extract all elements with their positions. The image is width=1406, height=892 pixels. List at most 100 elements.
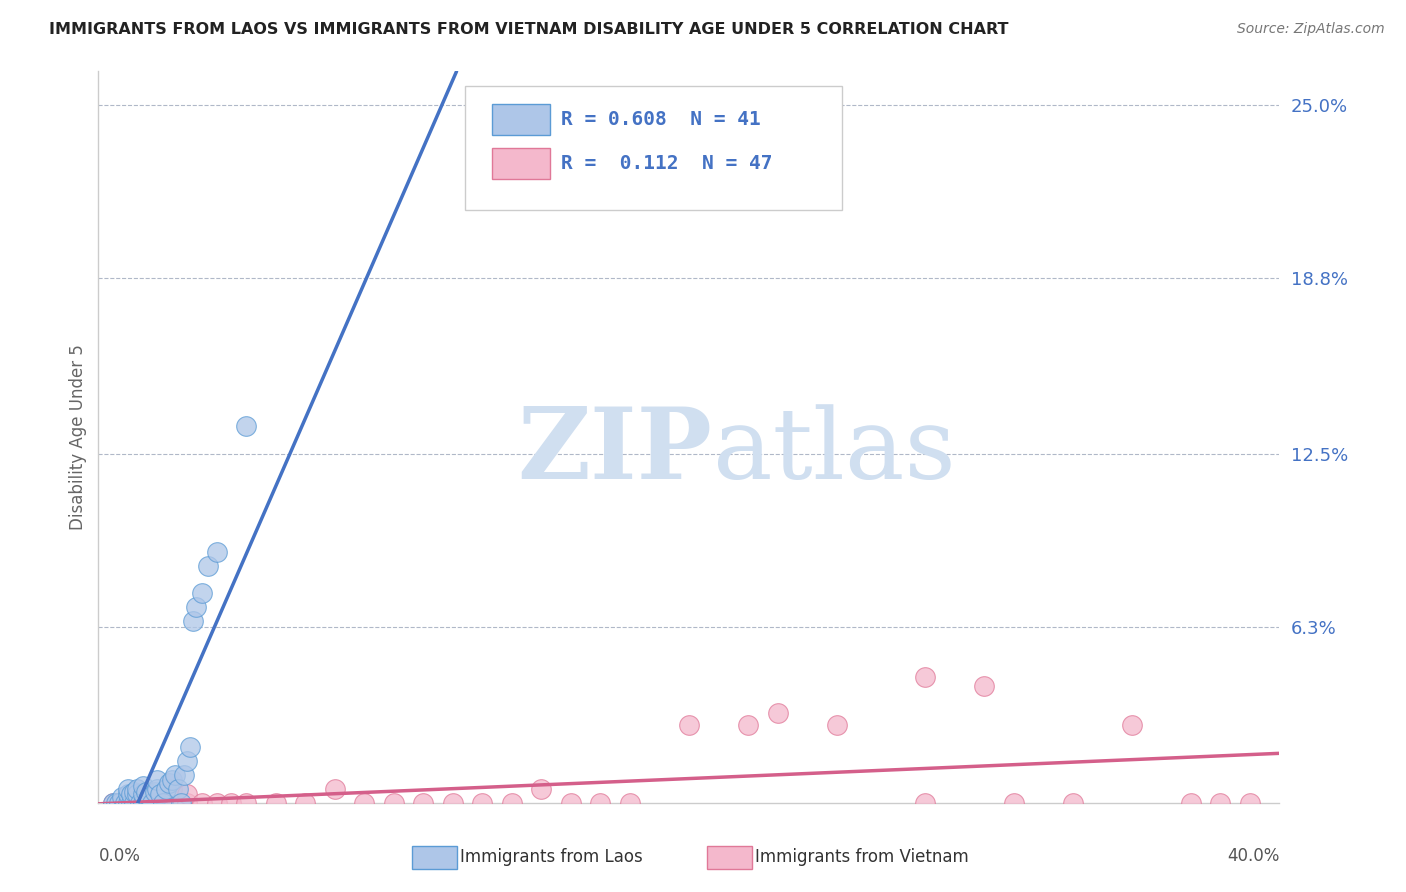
Point xyxy=(181,615,204,629)
Point xyxy=(441,796,464,810)
Point xyxy=(117,796,139,810)
Point xyxy=(1209,796,1232,810)
Point xyxy=(471,796,494,810)
Text: Source: ZipAtlas.com: Source: ZipAtlas.com xyxy=(1237,22,1385,37)
Point xyxy=(128,796,150,810)
Text: Immigrants from Vietnam: Immigrants from Vietnam xyxy=(755,848,969,866)
Point xyxy=(1121,717,1143,731)
Point xyxy=(197,558,219,573)
Point xyxy=(117,796,139,810)
Point xyxy=(149,788,172,802)
Point xyxy=(501,796,523,810)
FancyBboxPatch shape xyxy=(492,104,550,135)
Point xyxy=(162,773,183,788)
Point xyxy=(108,796,131,810)
Point xyxy=(132,796,155,810)
Point xyxy=(176,796,198,810)
Text: 0.0%: 0.0% xyxy=(98,847,141,864)
Point xyxy=(132,788,155,802)
Point xyxy=(678,717,700,731)
Point xyxy=(176,788,198,802)
Point xyxy=(973,679,995,693)
Point xyxy=(235,796,257,810)
Point xyxy=(135,784,157,798)
Point xyxy=(176,754,198,768)
Text: IMMIGRANTS FROM LAOS VS IMMIGRANTS FROM VIETNAM DISABILITY AGE UNDER 5 CORRELATI: IMMIGRANTS FROM LAOS VS IMMIGRANTS FROM … xyxy=(49,22,1008,37)
Point xyxy=(589,796,612,810)
Point xyxy=(179,739,201,754)
Text: R =  0.112  N = 47: R = 0.112 N = 47 xyxy=(561,154,773,173)
Y-axis label: Disability Age Under 5: Disability Age Under 5 xyxy=(69,344,87,530)
Text: atlas: atlas xyxy=(713,404,955,500)
Point xyxy=(165,768,187,782)
Point xyxy=(103,796,125,810)
Point xyxy=(205,796,228,810)
Point xyxy=(132,779,155,793)
Point xyxy=(146,796,169,810)
Point xyxy=(122,796,145,810)
Point xyxy=(122,784,145,798)
Point xyxy=(138,790,160,805)
Point xyxy=(152,796,174,810)
Point xyxy=(737,717,759,731)
Point xyxy=(382,796,405,810)
Point xyxy=(114,796,136,810)
Point xyxy=(294,796,316,810)
Text: 40.0%: 40.0% xyxy=(1227,847,1279,864)
Point xyxy=(205,544,228,558)
Point xyxy=(111,796,134,810)
Point xyxy=(138,796,160,810)
Point xyxy=(108,796,131,810)
Text: R = 0.608  N = 41: R = 0.608 N = 41 xyxy=(561,110,761,129)
Point xyxy=(125,788,148,802)
Text: Immigrants from Laos: Immigrants from Laos xyxy=(460,848,643,866)
Point xyxy=(120,788,142,802)
Point xyxy=(825,717,848,731)
Point xyxy=(117,788,139,802)
Point xyxy=(141,796,163,810)
Point xyxy=(105,796,128,810)
Point xyxy=(152,796,174,810)
Point xyxy=(114,796,136,810)
Point xyxy=(122,796,145,810)
Point xyxy=(1002,796,1025,810)
Point xyxy=(914,670,936,684)
Point xyxy=(167,781,190,796)
Point xyxy=(1062,796,1084,810)
Point xyxy=(132,796,155,810)
Point xyxy=(1180,796,1202,810)
Point xyxy=(221,796,243,810)
Point xyxy=(125,796,148,810)
Point xyxy=(146,781,169,796)
Point xyxy=(914,796,936,810)
Point xyxy=(560,796,582,810)
Point xyxy=(766,706,789,721)
Point xyxy=(353,796,375,810)
Point xyxy=(530,781,553,796)
Point xyxy=(103,796,125,810)
Point xyxy=(412,796,434,810)
Point xyxy=(191,586,214,600)
Point xyxy=(173,768,195,782)
Point xyxy=(157,776,180,790)
Point xyxy=(155,781,177,796)
FancyBboxPatch shape xyxy=(464,86,842,211)
Point xyxy=(184,600,207,615)
FancyBboxPatch shape xyxy=(492,148,550,179)
Text: ZIP: ZIP xyxy=(517,403,713,500)
Point xyxy=(111,790,134,805)
Point xyxy=(125,781,148,796)
Point xyxy=(323,781,346,796)
Point xyxy=(264,796,287,810)
Point xyxy=(143,784,166,798)
Point xyxy=(117,781,139,796)
Point xyxy=(191,796,214,810)
Point xyxy=(120,796,142,810)
Point xyxy=(162,781,183,796)
Point xyxy=(619,796,641,810)
Point xyxy=(141,796,163,810)
Point xyxy=(146,773,169,788)
Point xyxy=(117,796,139,810)
Point xyxy=(235,418,257,433)
Point xyxy=(132,796,155,810)
